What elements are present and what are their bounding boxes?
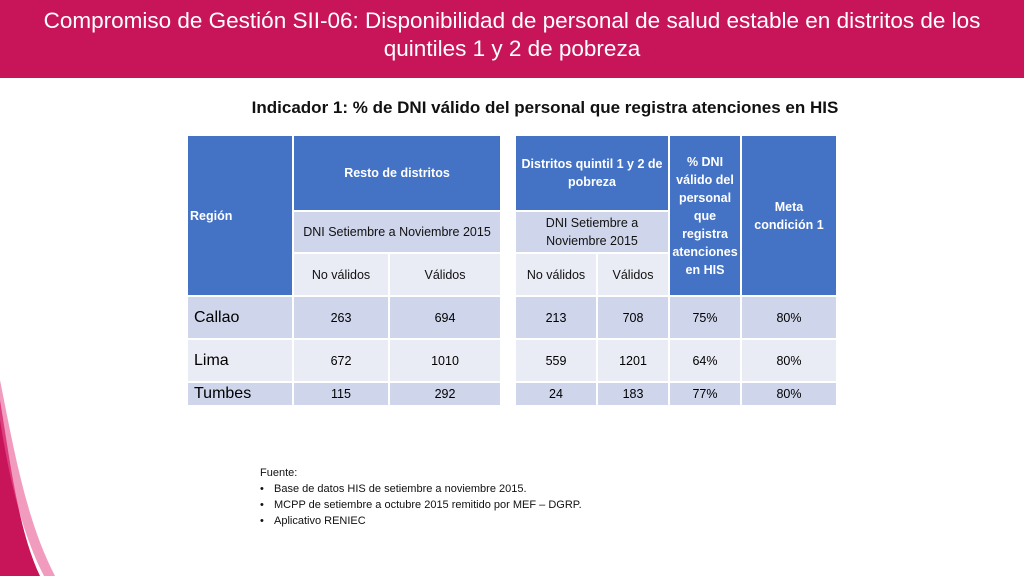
resto-validos-cell: 292 <box>388 381 502 407</box>
table-row: Lima 672 1010 559 1201 64% 80% <box>186 338 838 383</box>
column-gap <box>500 338 516 383</box>
meta-cell: 80% <box>740 338 838 383</box>
quintil-no-validos-cell: 559 <box>514 338 598 383</box>
quintil-no-validos-cell: 213 <box>514 295 598 340</box>
col-resto-validos: Válidos <box>388 252 502 297</box>
col-resto-no-validos: No válidos <box>292 252 390 297</box>
dni-table: Región Resto de distritos Distritos quin… <box>186 134 838 407</box>
slide-title-bar: Compromiso de Gestión SII-06: Disponibil… <box>0 0 1024 78</box>
source-item: MCPP de setiembre a octubre 2015 remitid… <box>260 497 582 513</box>
subheader-resto-period: DNI Setiembre a Noviembre 2015 <box>292 210 502 254</box>
header-meta: Meta condición 1 <box>740 134 838 297</box>
resto-no-validos-cell: 115 <box>292 381 390 407</box>
source-label: Fuente: <box>260 467 298 479</box>
resto-no-validos-cell: 672 <box>292 338 390 383</box>
pct-cell: 64% <box>668 338 742 383</box>
table-row: Callao 263 694 213 708 75% 80% <box>186 295 838 340</box>
header-resto-distritos: Resto de distritos <box>292 134 502 212</box>
source-list: Base de datos HIS de setiembre a noviemb… <box>260 481 582 529</box>
col-quintil-validos: Válidos <box>596 252 670 297</box>
meta-cell: 80% <box>740 295 838 340</box>
source-item: Aplicativo RENIEC <box>260 513 582 529</box>
region-cell: Lima <box>186 338 294 383</box>
table-row: Tumbes 115 292 24 183 77% 80% <box>186 381 838 407</box>
quintil-validos-cell: 1201 <box>596 338 670 383</box>
resto-validos-cell: 1010 <box>388 338 502 383</box>
column-gap <box>500 134 516 297</box>
pct-cell: 77% <box>668 381 742 407</box>
slide-title-line2: quintiles 1 y 2 de pobreza <box>383 36 641 61</box>
meta-cell: 80% <box>740 381 838 407</box>
pct-cell: 75% <box>668 295 742 340</box>
decorative-swoosh <box>0 380 55 576</box>
quintil-validos-cell: 183 <box>596 381 670 407</box>
resto-no-validos-cell: 263 <box>292 295 390 340</box>
quintil-validos-cell: 708 <box>596 295 670 340</box>
region-cell: Tumbes <box>186 381 294 407</box>
header-pct-dni: % DNI válido del personal que registra a… <box>668 134 742 297</box>
quintil-no-validos-cell: 24 <box>514 381 598 407</box>
col-quintil-no-validos: No válidos <box>514 252 598 297</box>
column-gap <box>500 295 516 340</box>
slide-title-line1: Compromiso de Gestión SII-06: Disponibil… <box>43 8 981 33</box>
subheader-quintil-period: DNI Setiembre a Noviembre 2015 <box>514 210 670 254</box>
header-distritos-quintil: Distritos quintil 1 y 2 de pobreza <box>514 134 670 212</box>
region-cell: Callao <box>186 295 294 340</box>
column-gap <box>500 381 516 407</box>
source-item: Base de datos HIS de setiembre a noviemb… <box>260 481 582 497</box>
resto-validos-cell: 694 <box>388 295 502 340</box>
indicator-title: Indicador 1: % de DNI válido del persona… <box>251 98 839 117</box>
source-notes: Fuente: Base de datos HIS de setiembre a… <box>260 465 582 529</box>
header-region: Región <box>186 134 294 297</box>
